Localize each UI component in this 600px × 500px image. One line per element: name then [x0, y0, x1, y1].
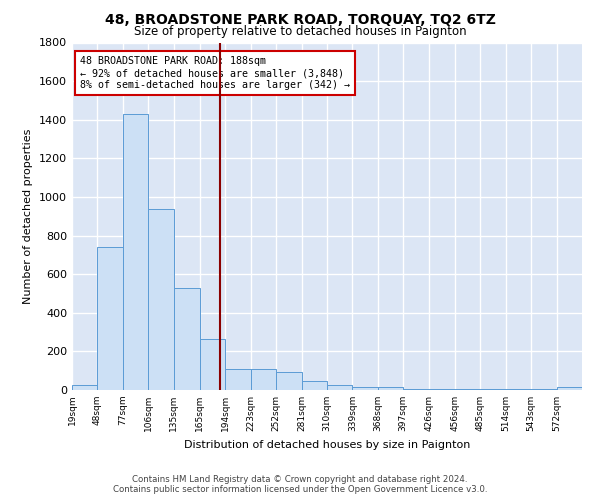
Bar	[557, 387, 582, 390]
Bar	[72, 385, 97, 390]
Bar	[173, 288, 200, 390]
Bar	[428, 389, 455, 390]
Bar	[378, 387, 403, 390]
Bar	[302, 382, 327, 390]
Bar	[506, 389, 531, 390]
Bar	[123, 114, 148, 390]
Bar	[481, 389, 506, 390]
Text: 48, BROADSTONE PARK ROAD, TORQUAY, TQ2 6TZ: 48, BROADSTONE PARK ROAD, TORQUAY, TQ2 6…	[104, 12, 496, 26]
Y-axis label: Number of detached properties: Number of detached properties	[23, 128, 34, 304]
Text: Size of property relative to detached houses in Paignton: Size of property relative to detached ho…	[134, 25, 466, 38]
Bar	[251, 369, 276, 390]
Bar	[97, 247, 123, 390]
Bar	[200, 339, 226, 390]
Bar	[455, 389, 481, 390]
Bar	[148, 208, 173, 390]
Text: Contains HM Land Registry data © Crown copyright and database right 2024.
Contai: Contains HM Land Registry data © Crown c…	[113, 474, 487, 494]
Text: 48 BROADSTONE PARK ROAD: 188sqm
← 92% of detached houses are smaller (3,848)
8% : 48 BROADSTONE PARK ROAD: 188sqm ← 92% of…	[80, 56, 350, 90]
Bar	[403, 389, 428, 390]
X-axis label: Distribution of detached houses by size in Paignton: Distribution of detached houses by size …	[184, 440, 470, 450]
Bar	[531, 389, 557, 390]
Bar	[226, 369, 251, 390]
Bar	[352, 387, 378, 390]
Bar	[276, 372, 302, 390]
Bar	[327, 385, 352, 390]
